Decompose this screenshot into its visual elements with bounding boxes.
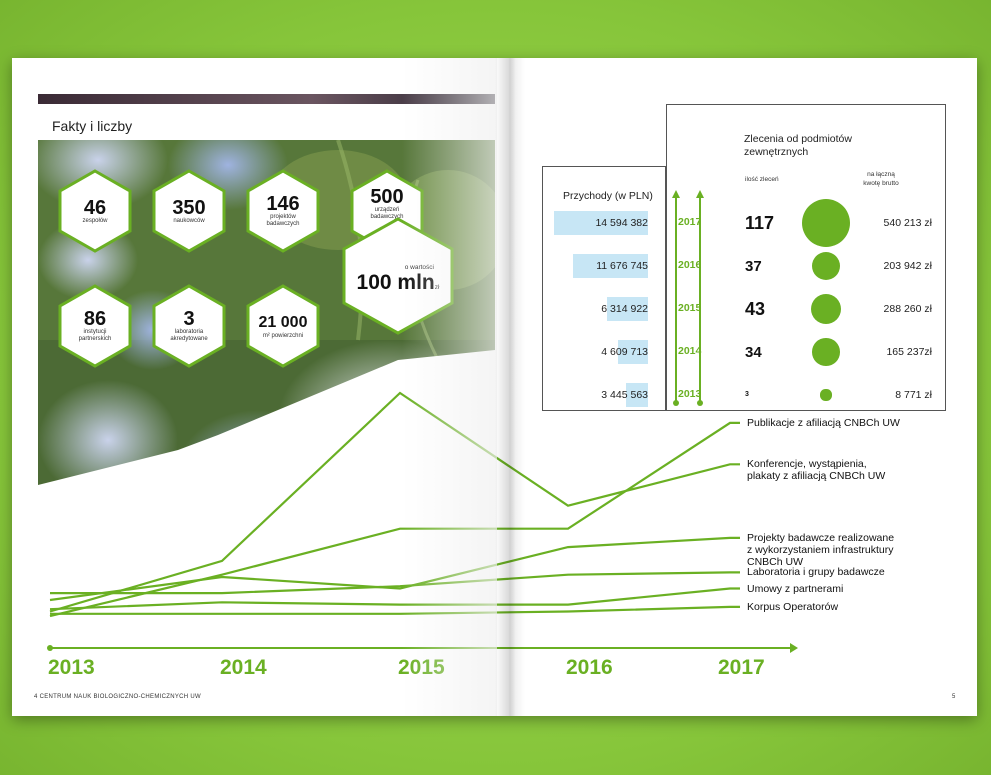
order-sum: 288 260 zł — [883, 303, 932, 315]
revenue-box — [542, 166, 666, 411]
x-tick-label: 2013 — [48, 656, 95, 679]
axis-arrow-icon — [790, 643, 798, 653]
stat-value: 46 — [83, 196, 107, 219]
stat-hexagon: 86 instytucji partnerskich — [58, 284, 132, 368]
brochure-spread: Fakty i liczby — [12, 58, 977, 716]
revenue-amount: 11 676 745 — [596, 260, 648, 272]
stat-hexagon: 21 000 m² powierzchni — [246, 284, 320, 368]
order-sum: 203 942 zł — [883, 260, 932, 272]
order-bubble — [811, 251, 841, 281]
page-number-right: 5 — [952, 694, 956, 700]
arrow-dot — [673, 400, 679, 406]
section-title: Fakty i liczby — [52, 118, 133, 134]
stat-label: instytucji partnerskich — [78, 329, 112, 342]
arrow-head-icon — [672, 190, 680, 198]
revenue-amount: 6 314 922 — [601, 303, 648, 315]
header-photo-strip — [38, 94, 495, 104]
order-count: 37 — [745, 257, 762, 275]
order-bubble — [802, 199, 850, 247]
series-label: Publikacje z afiliacją CNBCh UW — [747, 416, 900, 429]
stat-value: 350 — [172, 196, 206, 219]
stat-value: 86 — [83, 308, 107, 330]
stat-label: laboratoria akredytowane — [170, 329, 208, 342]
stat-hexagon: 146 projektów badawczych — [246, 169, 320, 253]
stat-label: projektów badawczych — [266, 214, 300, 227]
revenue-bar — [618, 340, 648, 364]
stat-label: m² powierzchni — [262, 332, 304, 339]
order-bubble — [812, 338, 840, 366]
year-label: 2017 — [678, 216, 702, 228]
orders-count-header: ilość zleceń — [745, 176, 779, 183]
order-bubble — [820, 389, 832, 401]
stat-value: 500 — [370, 186, 404, 208]
revenue-bar — [554, 211, 648, 235]
stat-label: naukowców — [173, 217, 205, 224]
stat-label: urządzeń badawczych — [370, 207, 404, 220]
year-label: 2013 — [678, 388, 702, 400]
x-tick-label: 2015 — [398, 656, 445, 679]
revenue-bar — [607, 297, 648, 321]
orders-rows: 117 540 213 zł 37 203 942 zł 43 288 260 zł 34 1… — [666, 188, 946, 408]
year-arrows — [672, 190, 704, 406]
order-sum: 165 237zł — [886, 346, 932, 358]
arrow-head-icon — [696, 190, 704, 198]
year-label: 2016 — [678, 259, 702, 271]
page-number-left: 4 — [34, 694, 38, 700]
x-tick-label: 2014 — [220, 656, 267, 679]
series-label: Projekty badawcze realizowane z wykorzys… — [747, 531, 895, 568]
revenue-amount: 14 594 382 — [595, 217, 648, 229]
revenue-title: Przychody (w PLN) — [563, 190, 653, 202]
arrow-dot — [697, 400, 703, 406]
series-label: Konferencje, wystąpienia, plakaty z afil… — [747, 458, 886, 483]
revenue-bar — [572, 254, 648, 278]
publisher-name: CENTRUM NAUK BIOLOGICZNO-CHEMICZNYCH UW — [39, 694, 201, 700]
series-labels: Konferencje, wystąpienia, plakaty z afil… — [12, 58, 977, 716]
revenue-bar — [625, 383, 648, 407]
stat-label: zespołów — [82, 217, 108, 224]
series-label: Korpus Operatorów — [747, 600, 839, 613]
stat-hexagon: 3 laboratoria akredytowane — [152, 284, 226, 368]
year-label: 2014 — [678, 345, 702, 357]
revenue-amount: 3 445 563 — [601, 389, 648, 401]
year-column: 2017 2016 2015 2014 2013 — [666, 188, 708, 408]
orders-title: Zlecenia od podmiotów zewnętrznych — [744, 133, 852, 158]
order-count: 117 — [745, 213, 775, 233]
axis-origin-dot — [47, 645, 53, 651]
stat-hexagon: 350 naukowców — [152, 169, 226, 253]
x-tick-label: 2016 — [566, 656, 613, 679]
footer-left: 4 CENTRUM NAUK BIOLOGICZNO-CHEMICZNYCH U… — [34, 694, 201, 700]
order-count: 3 — [745, 390, 749, 398]
order-count: 43 — [745, 299, 766, 319]
x-tick-label: 2017 — [718, 656, 765, 679]
year-label: 2015 — [678, 302, 702, 314]
series-label: Laboratoria i grupy badawcze — [747, 566, 885, 579]
stat-hexagon: 46 zespołów — [58, 169, 132, 253]
orders-sum-header: na łączną kwotę brutto — [863, 171, 899, 187]
order-sum: 540 213 zł — [883, 217, 932, 229]
orders-box — [666, 104, 946, 411]
series-label: Umowy z partnerami — [747, 582, 844, 595]
revenue-bars: 14 594 382 11 676 745 6 314 922 4 609 713 3 … — [552, 203, 652, 413]
order-sum: 8 771 zł — [895, 389, 932, 401]
stat-value: 21 000 — [258, 313, 308, 331]
order-count: 34 — [745, 343, 762, 361]
order-bubble — [810, 293, 842, 325]
stat-value: 3 — [183, 308, 195, 330]
revenue-amount: 4 609 713 — [601, 346, 648, 358]
x-axis-years: 2013 2014 2015 2016 2017 — [12, 656, 977, 686]
stat-value: 146 — [266, 193, 300, 215]
